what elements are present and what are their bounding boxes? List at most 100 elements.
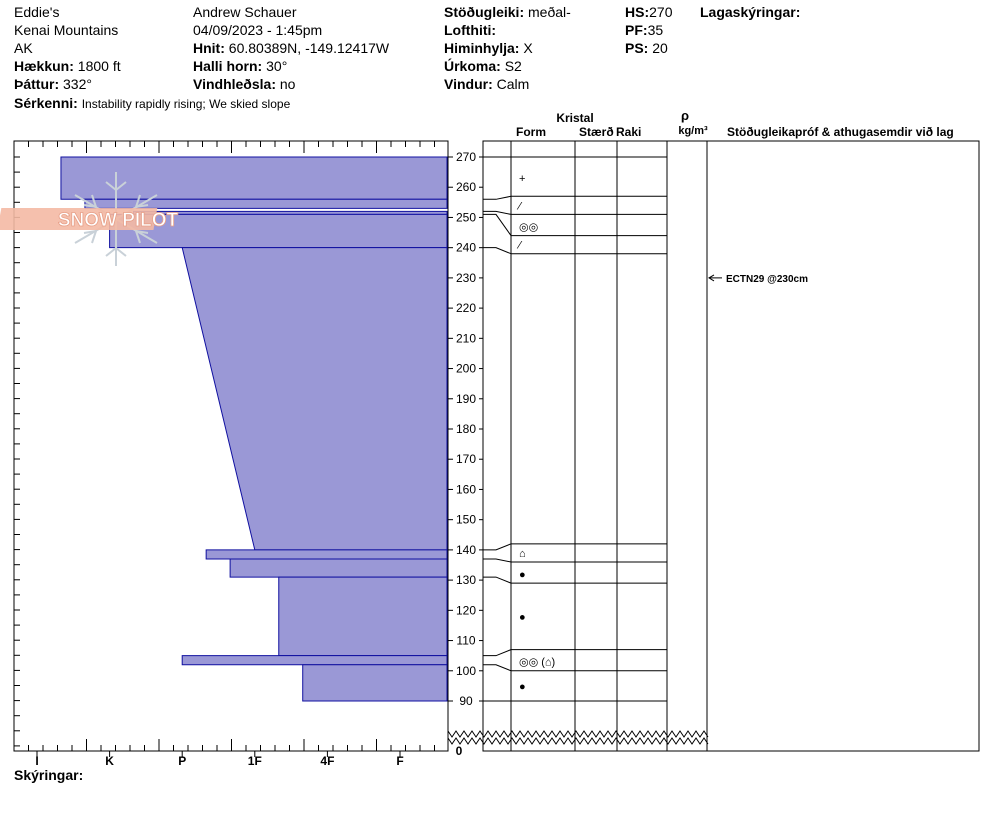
stability-test-label: ECTN29 @230cm (726, 274, 808, 285)
depth-tick-label: 160 (456, 482, 476, 496)
depth-tick-label: 120 (456, 603, 476, 617)
hardness-scale-label: K (105, 754, 114, 768)
stability-test-result: ECTN29 @230cm (708, 274, 808, 285)
wind-label: Vindur: (444, 76, 493, 92)
hardness-chart-ticks (13, 141, 435, 751)
layer-connector (483, 210, 512, 215)
depth-tick-label: 130 (456, 573, 476, 587)
coords-value: 60.80389N, -149.12417W (228, 40, 390, 56)
sky-row: Himinhylja: X (444, 39, 571, 57)
footer-notes: Skýringar: (14, 767, 84, 783)
aspect-row: Þáttur: 332° (14, 75, 121, 93)
depth-tick-label: 150 (456, 513, 476, 527)
stability-row: Stöðugleiki: meðal- (444, 3, 571, 21)
layer-connector (483, 195, 512, 200)
observation-datetime: 04/09/2023 - 1:45pm (193, 22, 323, 38)
stability-label: Stöðugleiki: (444, 4, 525, 20)
state: AK (14, 40, 33, 56)
depth-tick-label: 210 (456, 331, 476, 345)
hardness-layer (60, 156, 448, 200)
depth-tick-label: 270 (456, 150, 476, 164)
size-column-header: Stærð (579, 125, 614, 139)
layer-connector (483, 649, 512, 657)
depth-tick-label: 100 (456, 664, 476, 678)
pf-row: PF:35 (625, 21, 672, 39)
elevation-row: Hækkun: 1800 ft (14, 57, 121, 75)
location-name: Eddie's (14, 4, 60, 20)
aspect-label: Þáttur: (14, 76, 60, 92)
hardness-scale-label: F (396, 754, 403, 768)
stability-value: meðal- (528, 4, 571, 20)
header-col2: Andrew Schauer 04/09/2023 - 1:45pm Hnit:… (193, 3, 389, 93)
wind-value: Calm (496, 76, 530, 92)
ps-label: PS: (625, 40, 649, 56)
depth-tick-label: 260 (456, 180, 476, 194)
pf-label: PF: (625, 22, 648, 38)
coords-row: Hnit: 60.80389N, -149.12417W (193, 39, 389, 57)
hardness-layer (181, 655, 448, 666)
air-temp-row: Lofthiti: (444, 21, 571, 39)
hs-row: HS:270 (625, 3, 672, 21)
grain-form-symbol: ● (519, 611, 526, 623)
hs-label: HS: (625, 4, 650, 20)
wind-loading-row: Vindhleðsla: no (193, 75, 389, 93)
depth-tick-label: 140 (456, 543, 476, 557)
depth-tick-label: 200 (456, 362, 476, 376)
hardness-scale-labels: I K P 1F 4F F (35, 751, 404, 768)
depth-tick-label: 110 (456, 634, 475, 648)
form-column-header: Form (516, 125, 546, 139)
profile-table-frame (482, 140, 708, 752)
wind-row: Vindur: Calm (444, 75, 571, 93)
stability-tests-header: Stöðugleikapróf & athugasemdir við lag (727, 125, 954, 139)
logo-text: SNOW PILOT (58, 210, 179, 231)
layer-connector (483, 664, 512, 672)
snowpilot-logo: SNOW PILOT (0, 172, 179, 266)
ps-value: 20 (652, 40, 668, 56)
precip-row: Úrkoma: S2 (444, 57, 571, 75)
remarks-row: Sérkenni: Instability rapidly rising; We… (14, 94, 290, 113)
grain-form-symbol: ⁄ (516, 200, 523, 212)
grain-form-symbol: ● (519, 569, 526, 581)
hardness-scale-label: 4F (320, 754, 334, 768)
layer-connector (483, 576, 512, 584)
hardness-layer (205, 549, 448, 560)
grain-form-symbol: + (519, 173, 525, 185)
zigzag-line (447, 730, 709, 738)
wind-loading-label: Vindhleðsla: (193, 76, 276, 92)
observer-name: Andrew Schauer (193, 4, 297, 20)
slope-row: Halli horn: 30° (193, 57, 389, 75)
air-temp-label: Lofthiti: (444, 22, 497, 38)
hardness-scale-label: 1F (248, 754, 262, 768)
layer-notes-heading: Lagaskýringar: (700, 4, 801, 20)
depth-tick-label: 220 (456, 301, 476, 315)
elevation-label: Hækkun: (14, 58, 74, 74)
layer-connector (483, 558, 512, 563)
stability-notes-frame (706, 140, 980, 752)
depth-tick-label: 250 (456, 210, 476, 224)
layer-connector (483, 213, 512, 236)
crystal-column-header: Kristal (556, 111, 593, 125)
depth-zero-label: 0 (456, 744, 463, 758)
hardness-layer (229, 558, 448, 578)
hs-value: 270 (649, 4, 673, 20)
wind-loading-value: no (279, 76, 296, 92)
depth-tick-label: 240 (456, 241, 476, 255)
connector-lines (483, 156, 512, 672)
precip-value: S2 (504, 58, 522, 74)
slope-value: 30° (266, 58, 288, 74)
grain-form-symbol: ⌂ (519, 548, 526, 560)
grain-form-symbol: ● (519, 681, 526, 693)
slope-label: Halli horn: (193, 58, 263, 74)
ps-row: PS: 20 (625, 39, 672, 57)
layer-connector (483, 543, 512, 551)
sky-value: X (523, 40, 533, 56)
header-col3: Stöðugleiki: meðal- Lofthiti: Himinhylja… (444, 3, 571, 93)
hardness-layer (278, 576, 448, 657)
remarks-label: Sérkenni: (14, 95, 78, 111)
aspect-value: 332° (63, 76, 92, 92)
remarks-value: Instability rapidly rising; We skied slo… (81, 97, 291, 111)
header-col4: HS:270 PF:35 PS: 20 (625, 3, 672, 57)
grain-form-symbol: ◎◎ (⌂) (519, 657, 555, 669)
header-col1: Eddie's Kenai Mountains AK Hækkun: 1800 … (14, 3, 121, 93)
depth-tick-label: 230 (456, 271, 476, 285)
